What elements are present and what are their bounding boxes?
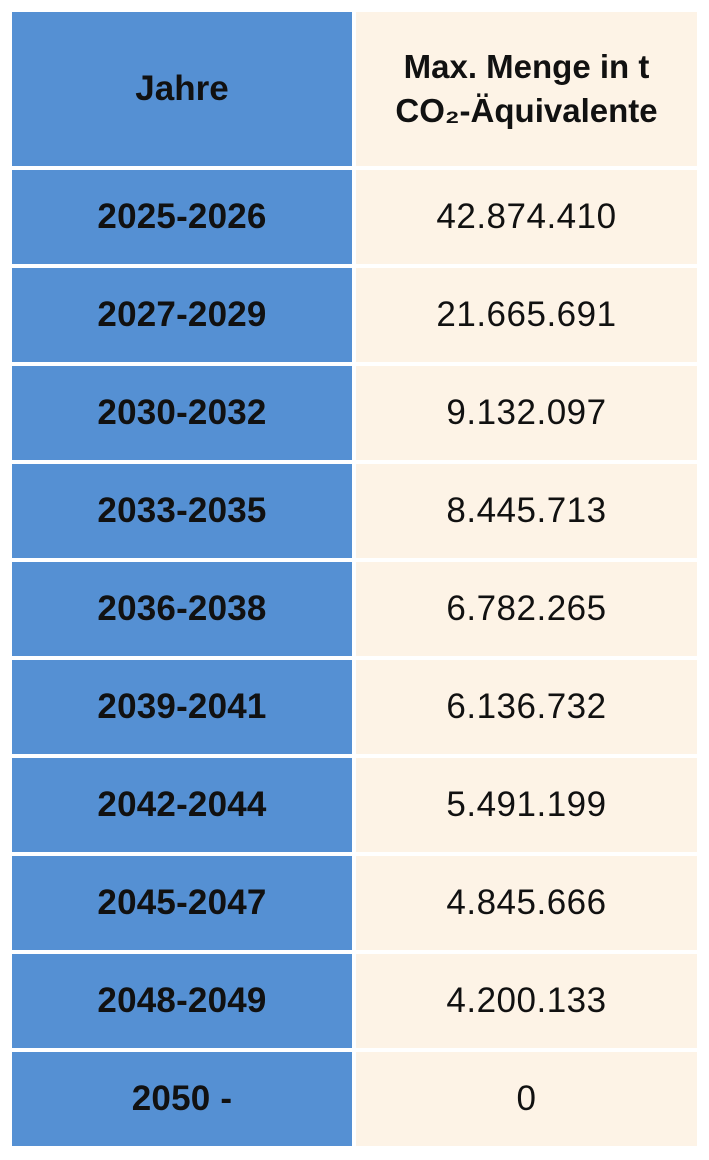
row-years-cell: 2036-2038 [12, 562, 352, 656]
row-years-cell: 2042-2044 [12, 758, 352, 852]
row-value-cell: 6.136.732 [356, 660, 697, 754]
header-max-amount-line1: Max. Menge in t [403, 48, 650, 86]
row-years-cell: 2045-2047 [12, 856, 352, 950]
row-value-cell: 0 [356, 1052, 697, 1146]
row-years-cell: 2025-2026 [12, 170, 352, 264]
row-years-cell: 2027-2029 [12, 268, 352, 362]
row-value-cell: 6.782.265 [356, 562, 697, 656]
row-value-cell: 8.445.713 [356, 464, 697, 558]
row-value-cell: 21.665.691 [356, 268, 697, 362]
row-years-cell: 2050 - [12, 1052, 352, 1146]
row-value-cell: 42.874.410 [356, 170, 697, 264]
header-years: Jahre [12, 12, 352, 166]
row-value-cell: 4.200.133 [356, 954, 697, 1048]
row-value-cell: 5.491.199 [356, 758, 697, 852]
row-years-cell: 2030-2032 [12, 366, 352, 460]
header-max-amount-line2: CO₂-Äquivalente [395, 92, 658, 129]
row-years-cell: 2033-2035 [12, 464, 352, 558]
row-value-cell: 4.845.666 [356, 856, 697, 950]
row-years-cell: 2039-2041 [12, 660, 352, 754]
row-value-cell: 9.132.097 [356, 366, 697, 460]
row-years-cell: 2048-2049 [12, 954, 352, 1048]
emissions-table: Jahre Max. Menge in t CO₂-Äquivalente 20… [12, 12, 697, 1148]
header-max-amount: Max. Menge in t CO₂-Äquivalente [356, 12, 697, 166]
